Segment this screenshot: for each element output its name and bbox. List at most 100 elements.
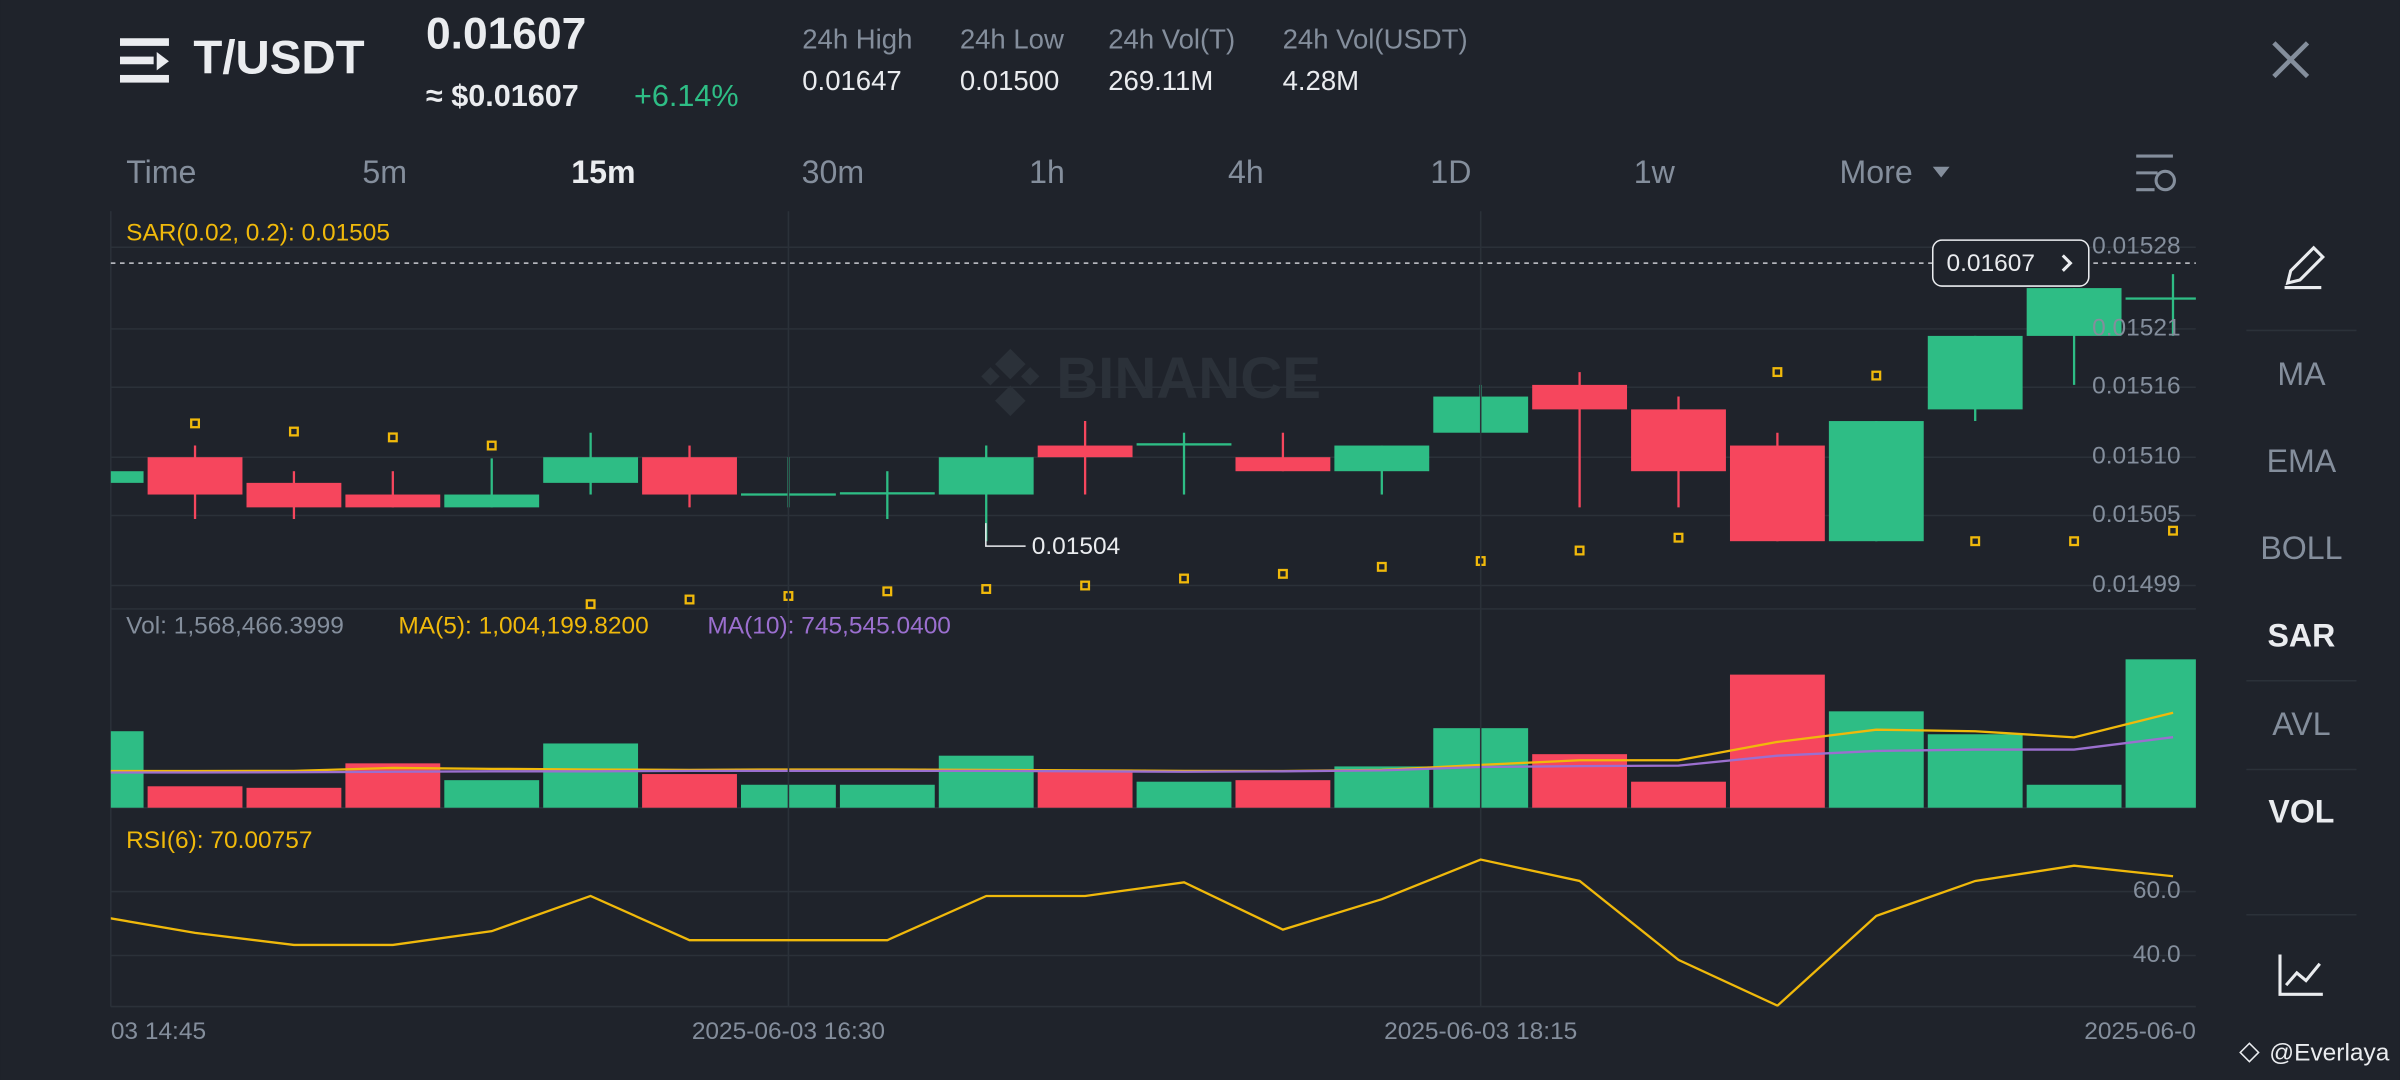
tab[interactable]: 4h	[1228, 154, 1264, 190]
candle-body	[1828, 421, 1924, 542]
candle-body	[1235, 457, 1331, 472]
change: +6.14%	[634, 79, 739, 113]
menu-arrow	[156, 52, 169, 71]
tab[interactable]: 5m	[362, 154, 407, 190]
candle-body	[1334, 445, 1430, 472]
sar-dot	[288, 426, 299, 437]
low-pointer	[985, 523, 1026, 547]
low-label: 0.01504	[1032, 533, 1120, 560]
candle-body	[345, 494, 441, 508]
sar-dot	[1179, 573, 1189, 584]
legend-entry: Vol: 1,568,466.3999	[126, 613, 344, 640]
indicator-button-active[interactable]: VOL	[2268, 793, 2334, 829]
sar-dot	[1772, 367, 1783, 378]
candle-body	[110, 471, 144, 483]
tab[interactable]: 1w	[1634, 154, 1676, 190]
candle-body	[1037, 445, 1133, 458]
menu-icon[interactable]	[120, 38, 169, 83]
price-usd: ≈ $0.01607	[426, 79, 579, 113]
x-tick-label: 03 14:45	[111, 1018, 206, 1045]
sar-legend: SAR(0.02, 0.2): 0.01505	[126, 220, 390, 247]
volume-bar	[110, 731, 144, 808]
stat-value: 4.28M	[1283, 65, 1359, 96]
sar-dot	[981, 584, 992, 594]
watermark-text: BINANCE	[1056, 346, 1321, 411]
volume-bar	[1136, 781, 1232, 808]
price-tag[interactable]	[1931, 239, 2090, 287]
sar-dot	[2168, 525, 2178, 536]
price-tag-label: 0.01607	[1947, 250, 2035, 277]
volume-bar	[1631, 781, 1726, 808]
footer: @Everlaya	[2239, 1039, 2390, 1066]
tab[interactable]: More	[1840, 154, 1913, 190]
candle-body	[543, 457, 639, 483]
stat-label: 24h Low	[960, 24, 1064, 55]
tab[interactable]: 1D	[1430, 154, 1471, 190]
legend-entry: MA(10): 745,545.0400	[707, 613, 951, 640]
sar-dot	[2069, 536, 2080, 547]
volume-bar	[839, 784, 935, 808]
watermark-logo	[981, 348, 1040, 417]
candle-body	[2026, 288, 2122, 336]
indicator-button[interactable]: EMA	[2267, 443, 2337, 479]
close-stroke	[2272, 41, 2310, 79]
close-button[interactable]	[2272, 41, 2310, 79]
volume-bar	[1927, 734, 2023, 808]
draw-tool[interactable]	[2284, 245, 2325, 290]
price: 0.01607	[426, 9, 586, 58]
y-tick-label: 0.01510	[2092, 443, 2180, 470]
tab-active[interactable]: 15m	[571, 154, 635, 190]
icon-stroke	[2154, 169, 2176, 192]
pair[interactable]: T/USDT	[193, 32, 364, 85]
sar-dot	[1277, 568, 1288, 579]
indicator-button-active[interactable]: SAR	[2268, 617, 2336, 653]
volume-bar	[246, 787, 342, 808]
indicator-button[interactable]: MA	[2277, 356, 2326, 392]
indicator-button[interactable]: BOLL	[2260, 530, 2342, 566]
sar-dot	[1574, 545, 1585, 556]
sar-dot	[486, 440, 497, 451]
y-tick-label: 0.01505	[2092, 501, 2180, 528]
volume-bar	[938, 755, 1034, 808]
x-tick-label: 2025-06-03 16:30	[692, 1018, 885, 1045]
chart-icon[interactable]	[2278, 954, 2323, 996]
tab[interactable]: 1h	[1029, 154, 1065, 190]
volume-bar	[2125, 659, 2196, 808]
volume-bar	[1334, 766, 1430, 808]
candle-body	[839, 492, 935, 495]
candle-body	[246, 482, 342, 508]
tab[interactable]: Time	[126, 154, 196, 190]
y-tick-label: 0.01528	[2092, 233, 2180, 260]
sar-dot	[684, 594, 695, 605]
y-tick-label: 40.0	[2133, 941, 2181, 968]
candle-body	[1729, 445, 1825, 542]
x-tick-label: 2025-06-0	[2084, 1018, 2196, 1045]
candle-body	[642, 457, 737, 495]
watermark: BINANCE	[981, 346, 1321, 417]
dropdown-arrow	[1932, 166, 1950, 178]
settings-icon[interactable]	[2136, 154, 2176, 192]
volume-bar	[1532, 754, 1628, 808]
rsi-legend: RSI(6): 70.00757	[126, 827, 312, 854]
candle-body	[1927, 335, 2023, 410]
footer-text: @Everlaya	[2269, 1039, 2389, 1066]
volume-bar	[444, 780, 540, 808]
menu-bar	[120, 56, 154, 65]
candle-body	[938, 457, 1034, 495]
stat-value: 0.01500	[960, 65, 1059, 96]
sar-dot	[1080, 580, 1091, 591]
tab[interactable]: 30m	[802, 154, 864, 190]
menu-bar	[120, 74, 169, 83]
stat-value: 269.11M	[1108, 65, 1213, 96]
y-tick-label: 0.01499	[2092, 571, 2180, 598]
candle-body	[1532, 384, 1628, 410]
candle-body	[147, 457, 243, 495]
chart-icon-stroke	[2278, 954, 2323, 996]
stat-value: 0.01647	[802, 65, 901, 96]
sar-dot	[190, 418, 201, 429]
candle-body	[1136, 443, 1232, 446]
candle-body	[2125, 297, 2196, 300]
indicator-button[interactable]: AVL	[2272, 706, 2330, 742]
